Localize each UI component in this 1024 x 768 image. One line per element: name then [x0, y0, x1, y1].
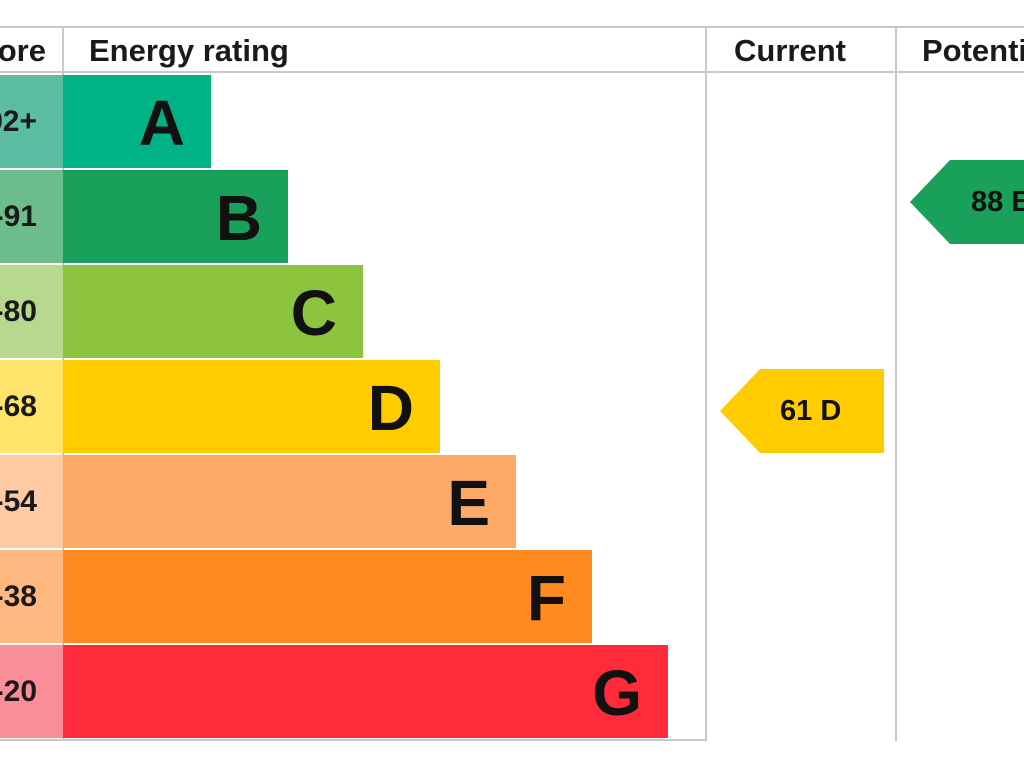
- rating-bar-a: A: [63, 75, 211, 168]
- score-range-b: 81-91: [0, 170, 63, 263]
- rating-bar-e: E: [63, 455, 516, 548]
- header-energy-rating: Energy rating: [89, 33, 289, 68]
- score-range-d: 55-68: [0, 360, 63, 453]
- rating-bar-f: F: [63, 550, 592, 643]
- potential-rating-arrow: 88 B: [910, 160, 1024, 244]
- header-divider: [0, 71, 1024, 73]
- table-bottom-border: [0, 739, 705, 741]
- score-range-a: 92+: [0, 75, 63, 168]
- score-range-e: 39-54: [0, 455, 63, 548]
- score-range-f: 21-38: [0, 550, 63, 643]
- score-range-c: 69-80: [0, 265, 63, 358]
- rating-bar-g: G: [63, 645, 668, 738]
- column-divider: [895, 27, 897, 741]
- rating-bar-d: D: [63, 360, 440, 453]
- column-divider: [705, 27, 707, 741]
- rating-bar-b: B: [63, 170, 288, 263]
- current-rating-arrow: 61 D: [720, 369, 884, 453]
- rating-bar-c: C: [63, 265, 363, 358]
- table-top-border: [0, 26, 1024, 28]
- header-score: Score: [0, 33, 46, 68]
- score-range-g: 1-20: [0, 645, 63, 738]
- header-potential: Potential: [922, 33, 1024, 68]
- header-current: Current: [734, 33, 846, 68]
